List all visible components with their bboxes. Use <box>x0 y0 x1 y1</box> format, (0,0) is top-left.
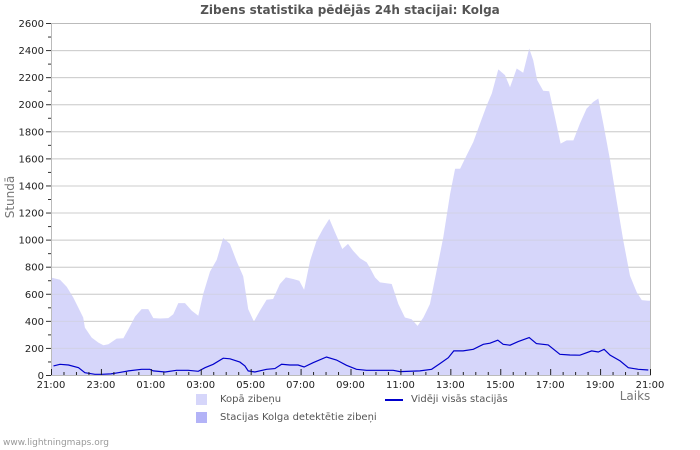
x-tick-label: 17:00 <box>536 380 565 391</box>
x-tick-label: 09:00 <box>336 380 365 391</box>
y-axis-label: Stundā <box>3 175 17 219</box>
y-tick-label: 200 <box>25 344 44 355</box>
y-tick-label: 600 <box>25 290 44 301</box>
x-tick-label: 21:00 <box>37 380 66 391</box>
legend-label-total: Kopā zibeņu <box>220 394 282 405</box>
chart-title: Zibens statistika pēdējās 24h stacijai: … <box>200 3 500 17</box>
y-tick-label: 1000 <box>19 236 44 247</box>
y-tick-label: 2000 <box>19 100 44 111</box>
legend-label-station: Stacijas Kolga detektētie zibeņi <box>220 412 377 423</box>
x-axis-label: Laiks <box>619 389 651 403</box>
x-tick-label: 23:00 <box>87 380 116 391</box>
legend-label-average: Vidēji visās stacijās <box>411 394 508 405</box>
legend-swatch-total <box>196 394 207 405</box>
x-tick-label: 03:00 <box>186 380 215 391</box>
x-tick-label: 07:00 <box>286 380 315 391</box>
y-tick-label: 800 <box>25 263 44 274</box>
y-tick-label: 2200 <box>19 73 44 84</box>
average-line <box>53 336 649 375</box>
x-tick-label: 01:00 <box>136 380 165 391</box>
y-tick-label: 2600 <box>19 19 44 30</box>
x-tick-label: 15:00 <box>486 380 515 391</box>
y-tick-label: 1800 <box>19 127 44 138</box>
area-series <box>51 48 650 375</box>
y-tick-label: 1200 <box>19 209 44 220</box>
x-tick-label: 21:00 <box>636 380 665 391</box>
legend-swatch-station <box>196 412 207 423</box>
y-tick-label: 1400 <box>19 181 44 192</box>
y-tick-label: 1600 <box>19 154 44 165</box>
plot-frame <box>51 23 651 376</box>
x-tick-label: 11:00 <box>386 380 415 391</box>
y-tick-label: 0 <box>38 371 44 382</box>
x-tick-label: 13:00 <box>436 380 465 391</box>
y-tick-label: 2400 <box>19 46 44 57</box>
y-tick-label: 400 <box>25 317 44 328</box>
legend-line-average <box>385 399 403 401</box>
x-tick-label: 05:00 <box>236 380 265 391</box>
footer-credit: www.lightningmaps.org <box>3 438 109 448</box>
x-tick-label: 19:00 <box>586 380 615 391</box>
